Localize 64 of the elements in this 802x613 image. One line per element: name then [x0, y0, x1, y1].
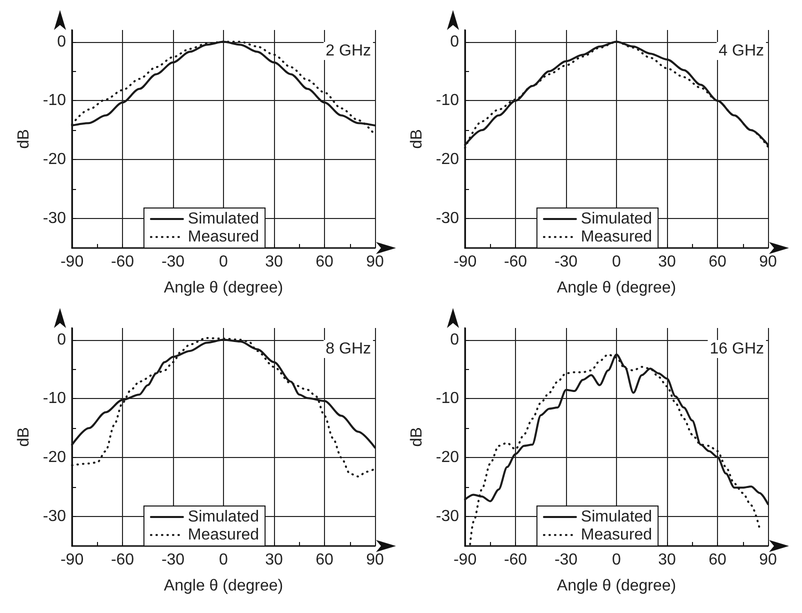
y-tick-label: -20 — [436, 449, 460, 466]
x-tick-label: 90 — [759, 254, 777, 270]
x-tick-label: 60 — [316, 254, 334, 270]
y-tick-label: 0 — [57, 331, 66, 348]
legend-label: Measured — [580, 228, 652, 246]
x-tick-label: -60 — [504, 254, 528, 270]
x-tick-label: -30 — [161, 552, 185, 568]
y-tick-label: 0 — [450, 33, 460, 50]
x-tick-label: 90 — [366, 552, 384, 568]
x-tick-label: 0 — [219, 552, 228, 568]
x-axis-title: Angle θ (degree) — [556, 280, 676, 296]
x-tick-label: 90 — [759, 552, 777, 568]
y-axis-title: dB — [16, 129, 32, 149]
x-tick-label: 30 — [658, 552, 676, 568]
legend-label: Simulated — [580, 508, 652, 526]
x-tick-label: 60 — [316, 552, 334, 568]
x-tick-label: -60 — [110, 254, 134, 270]
y-tick-label: -20 — [436, 151, 460, 168]
x-tick-label: -60 — [504, 552, 528, 568]
x-tick-label: -30 — [554, 254, 578, 270]
y-tick-label: -10 — [436, 390, 460, 408]
x-tick-label: -60 — [110, 552, 134, 568]
x-tick-label: -30 — [161, 254, 185, 270]
x-tick-label: -90 — [60, 254, 84, 270]
annotation: 8 GHz — [326, 340, 371, 358]
y-tick-label: -10 — [42, 390, 66, 408]
x-tick-label: -30 — [554, 552, 578, 568]
x-axis-title: Angle θ (degree) — [164, 578, 284, 594]
x-tick-label: -90 — [60, 552, 84, 568]
x-tick-label: 0 — [219, 254, 228, 270]
x-tick-label: 30 — [265, 254, 284, 270]
y-tick-label: -30 — [436, 210, 460, 228]
x-tick-label: -90 — [453, 254, 477, 270]
x-tick-label: 60 — [708, 254, 727, 270]
x-axis-title: Angle θ (degree) — [164, 280, 284, 296]
y-tick-label: 0 — [57, 33, 66, 50]
x-tick-label: 30 — [658, 254, 676, 270]
y-axis-title: dB — [408, 427, 426, 447]
y-tick-label: -10 — [436, 92, 460, 110]
legend-label: Simulated — [188, 210, 260, 228]
legend-label: Measured — [580, 526, 652, 544]
y-tick-label: -30 — [436, 508, 460, 526]
x-tick-label: -90 — [453, 552, 477, 568]
y-tick-label: -20 — [42, 151, 66, 168]
annotation: 4 GHz — [718, 42, 764, 60]
annotation: 2 GHz — [326, 42, 371, 60]
x-tick-label: 90 — [366, 254, 384, 270]
x-tick-label: 60 — [708, 552, 727, 568]
y-tick-label: -30 — [42, 508, 66, 526]
legend-label: Simulated — [580, 210, 652, 228]
y-tick-label: 0 — [450, 331, 460, 348]
annotation: 16 GHz — [710, 340, 764, 358]
x-axis-title: Angle θ (degree) — [556, 578, 676, 594]
y-tick-label: -10 — [42, 92, 66, 110]
x-tick-label: 0 — [612, 552, 622, 568]
legend-label: Measured — [188, 228, 260, 246]
y-axis-title: dB — [16, 427, 32, 447]
y-axis-title: dB — [408, 129, 426, 149]
legend-label: Measured — [188, 526, 260, 544]
x-tick-label: 30 — [265, 552, 284, 568]
legend-label: Simulated — [188, 508, 260, 526]
x-tick-label: 0 — [612, 254, 622, 270]
y-tick-label: -30 — [42, 210, 66, 228]
y-tick-label: -20 — [42, 449, 66, 466]
